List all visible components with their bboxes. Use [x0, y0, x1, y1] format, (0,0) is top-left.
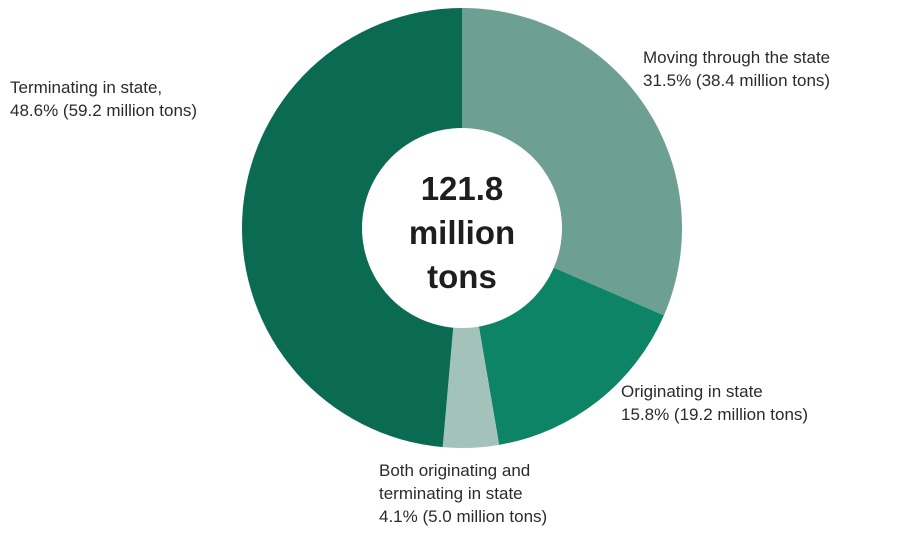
slice-label-both-value: 4.1% (5.0 million tons)	[379, 507, 548, 526]
center-label-line-1: 121.8	[421, 170, 504, 207]
donut-hole	[362, 128, 562, 328]
center-label-line-2: million	[409, 214, 515, 251]
slice-label-terminating-name: Terminating in state,	[10, 78, 163, 97]
slice-label-originating: Originating in state 15.8% (19.2 million…	[621, 380, 808, 426]
slice-label-moving-through: Moving through the state 31.5% (38.4 mil…	[643, 46, 830, 92]
slice-label-originating-name: Originating in state	[621, 382, 763, 401]
slice-terminating-in-state	[241, 7, 462, 448]
slice-label-terminating-value: 48.6% (59.2 million tons)	[10, 101, 198, 120]
slice-label-moving-value: 31.5% (38.4 million tons)	[643, 71, 831, 90]
slice-label-both: Both originating and terminating in stat…	[379, 459, 547, 528]
slice-label-both-name-2: terminating in state	[379, 484, 523, 503]
slice-both-originating-and-terminating-in-state	[442, 228, 500, 448]
slice-label-terminating: Terminating in state, 48.6% (59.2 millio…	[10, 76, 197, 122]
slice-label-originating-value: 15.8% (19.2 million tons)	[621, 405, 809, 424]
center-label-line-3: tons	[427, 258, 497, 295]
slice-label-both-name-1: Both originating and	[379, 461, 531, 480]
slice-label-moving-name: Moving through the state	[643, 48, 831, 67]
